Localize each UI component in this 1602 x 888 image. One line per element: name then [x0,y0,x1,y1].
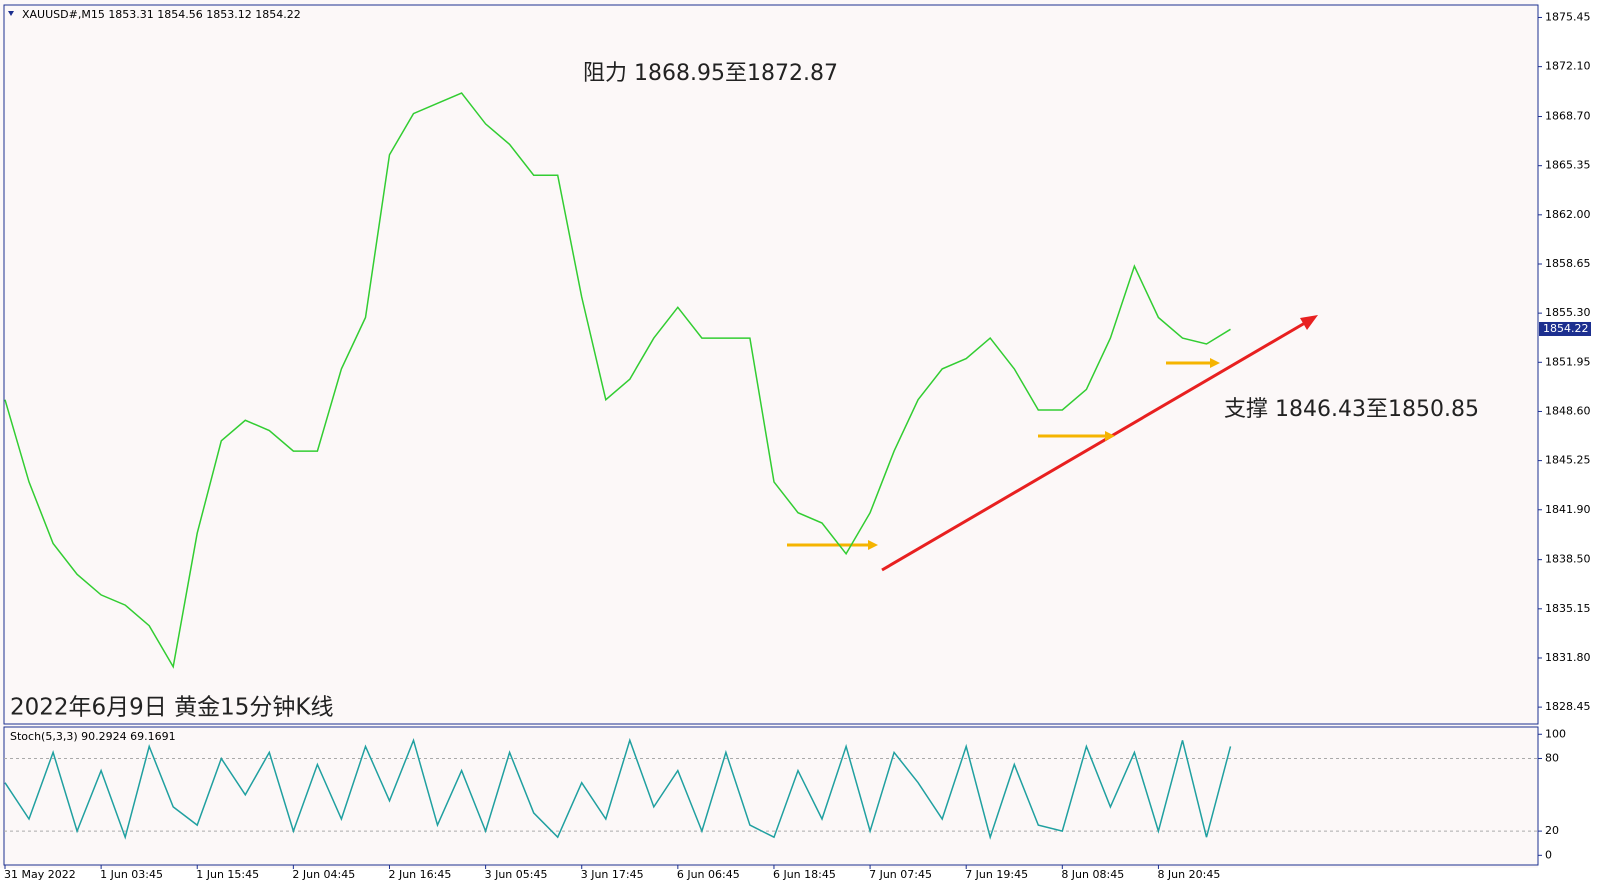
annotation: 支撑 1846.43至1850.85 [1224,397,1479,422]
trend-line [881,318,1311,572]
y-tick-label: 1848.60 [1545,404,1591,417]
y-tick-label: 1831.80 [1545,651,1591,664]
y-tick-label: 1865.35 [1545,159,1591,172]
x-tick-label: 3 Jun 17:45 [581,868,644,881]
annotation: 2022年6月9日 黄金15分钟K线 [10,695,333,721]
arrow-head [1105,431,1115,441]
trend-arrows [787,315,1318,572]
y-tick-label: 80 [1545,751,1559,764]
x-tick-label: 31 May 2022 [4,868,76,881]
y-tick-label: 1838.50 [1545,553,1591,566]
series-line [4,92,1231,669]
x-tick-label: 1 Jun 15:45 [196,868,259,881]
y-tick-label: 1835.15 [1545,602,1591,615]
y-tick-label: 20 [1545,824,1559,837]
x-tick-label: 1 Jun 03:45 [100,868,163,881]
stoch-panel [3,726,1539,866]
last-price-label: 1854.22 [1543,322,1589,335]
arrow-head [1210,358,1220,368]
series-line [4,737,1232,840]
x-tick-label: 7 Jun 19:45 [965,868,1028,881]
chart-title: XAUUSD#,M15 1853.31 1854.56 1853.12 1854… [22,8,301,21]
x-tick-label: 2 Jun 16:45 [388,868,451,881]
main-panel [3,4,1539,725]
annotation: 阻力 1868.95至1872.87 [583,61,838,86]
y-tick-label: 1845.25 [1545,454,1591,467]
y-tick-label: 1855.30 [1545,306,1591,319]
x-tick-label: 6 Jun 18:45 [773,868,836,881]
x-tick-label: 8 Jun 08:45 [1061,868,1124,881]
arrow-head [868,540,878,550]
arrow-head [1300,315,1318,330]
y-tick-label: 1868.70 [1545,110,1591,123]
x-tick-label: 2 Jun 04:45 [292,868,355,881]
x-tick-label: 8 Jun 20:45 [1157,868,1220,881]
title-arrow [8,11,14,16]
y-tick-label: 1841.90 [1545,503,1591,516]
x-tick-label: 6 Jun 06:45 [677,868,740,881]
y-tick-label: 1875.45 [1545,10,1591,23]
y-tick-label: 1851.95 [1545,355,1591,368]
plot-background [0,0,1538,868]
y-tick-label: 1858.65 [1545,257,1591,270]
y-tick-label: 1872.10 [1545,60,1591,73]
y-tick-label: 0 [1545,848,1552,861]
y-tick-label: 1862.00 [1545,208,1591,221]
stoch-title: Stoch(5,3,3) 90.2924 69.1691 [10,730,176,743]
y-tick-label: 1828.45 [1545,700,1591,713]
x-tick-label: 3 Jun 05:45 [485,868,548,881]
x-tick-label: 7 Jun 07:45 [869,868,932,881]
y-tick-label: 100 [1545,727,1566,740]
last-price-box [1539,321,1591,336]
